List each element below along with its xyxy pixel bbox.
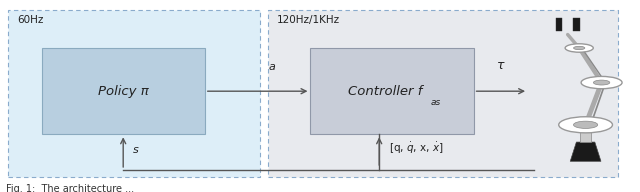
Circle shape <box>573 121 598 128</box>
Circle shape <box>559 117 612 133</box>
Text: [q, $\dot{q}$, x, $\dot{x}$]: [q, $\dot{q}$, x, $\dot{x}$] <box>389 141 444 156</box>
Bar <box>580 125 591 142</box>
Bar <box>310 48 474 134</box>
Polygon shape <box>570 142 601 161</box>
Circle shape <box>581 76 622 89</box>
Bar <box>268 10 618 177</box>
Text: Fig. 1:  The architecture ...: Fig. 1: The architecture ... <box>6 184 134 192</box>
Bar <box>8 10 260 177</box>
Text: Controller f: Controller f <box>348 85 423 98</box>
Text: a: a <box>269 62 275 72</box>
Bar <box>42 48 205 134</box>
Text: 60Hz: 60Hz <box>17 15 44 25</box>
Text: τ: τ <box>497 59 504 72</box>
Text: s: s <box>133 145 138 155</box>
Bar <box>573 18 580 31</box>
Text: 120Hz/1KHz: 120Hz/1KHz <box>277 15 340 25</box>
Circle shape <box>573 46 585 50</box>
Text: Policy π: Policy π <box>98 85 148 98</box>
Text: as: as <box>430 98 441 107</box>
Circle shape <box>565 44 593 52</box>
Bar <box>556 18 562 31</box>
Circle shape <box>593 80 610 85</box>
